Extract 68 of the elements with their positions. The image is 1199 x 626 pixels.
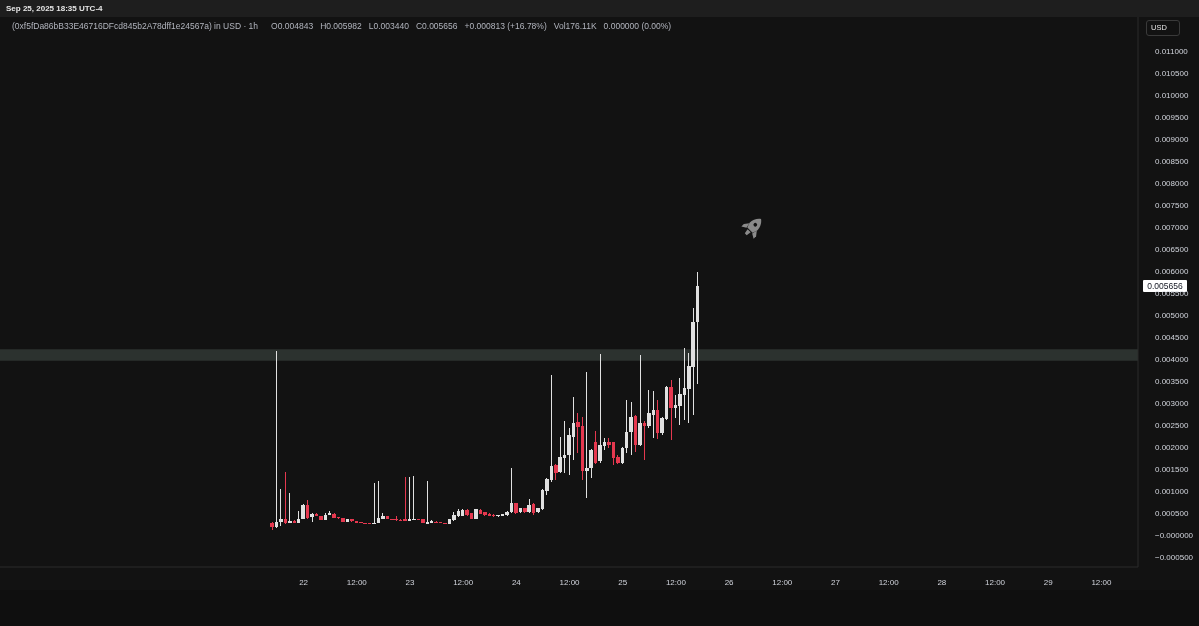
x-tick-label: 12:00 — [346, 577, 368, 587]
annotation: C0.005656 — [415, 20, 458, 33]
x-tick-label: 12:00 — [878, 577, 900, 587]
y-tick-label: 0.008000 — [1155, 178, 1189, 188]
candlestick — [678, 377, 682, 426]
candlestick — [403, 476, 407, 522]
chart-subtitle: Sep 25, 2025 18:35 UTC-4 — [6, 3, 103, 15]
y-tick-label: 0.010000 — [1155, 90, 1189, 100]
y-tick-label: 0.005000 — [1155, 310, 1189, 320]
y-tick-label: 0.001000 — [1155, 486, 1189, 496]
candlestick — [310, 512, 314, 523]
candlestick — [598, 353, 602, 464]
candlestick — [567, 427, 571, 476]
y-tick-label: 0.000500 — [1155, 508, 1189, 518]
x-tick-label: 12:00 — [1091, 577, 1112, 587]
candlestick — [669, 379, 673, 441]
x-tick-label: 12:00 — [985, 577, 1006, 587]
candlestick — [407, 476, 412, 522]
annotation: 0.000000 (0.00%) — [603, 20, 672, 33]
x-tick-label: 12:00 — [453, 577, 474, 587]
candlestick — [638, 354, 642, 447]
candlestick — [270, 521, 274, 531]
y-tick-label: 0.001500 — [1155, 464, 1189, 474]
y-tick-label: 0.004500 — [1155, 332, 1189, 342]
x-tick-label: 12:00 — [772, 577, 793, 587]
x-tick-label: 28 — [937, 577, 947, 587]
y-tick-label: 0.010500 — [1155, 68, 1189, 78]
candlestick — [381, 512, 385, 520]
y-tick-label: 0.002500 — [1155, 420, 1189, 430]
text: (0xf5fDa86bB33E46716DFcd845b2A78dff1e24567a) in USD · 1h — [12, 20, 259, 33]
y-tick-label: 0.009000 — [1155, 134, 1189, 144]
x-tick-label: 22 — [299, 577, 309, 587]
y-tick-label: 0.003000 — [1155, 398, 1189, 408]
y-tick-label: 0.007000 — [1155, 222, 1189, 232]
y-tick-label: −0.000500 — [1155, 552, 1194, 562]
annotation: L0.003440 — [368, 20, 409, 33]
y-tick-label: 0.006000 — [1155, 266, 1189, 276]
x-tick-label: 23 — [405, 577, 415, 587]
candlestick — [585, 371, 589, 499]
candlestick — [682, 347, 687, 421]
y-tick-label: 0.006500 — [1155, 244, 1189, 254]
x-tick-label: 29 — [1043, 577, 1054, 587]
candlestick — [279, 488, 283, 527]
x-tick-label: 24 — [511, 577, 522, 587]
x-tick-label: 25 — [618, 577, 628, 587]
candlestick — [629, 401, 633, 456]
annotation: H0.005982 — [320, 20, 362, 33]
candlestick — [558, 436, 562, 474]
candlestick — [505, 510, 509, 517]
x-tick-label: 26 — [724, 577, 735, 587]
y-tick-label: 0.009500 — [1155, 112, 1189, 122]
y-tick-label: −0.000000 — [1155, 530, 1194, 540]
y-tick-label: 0.002000 — [1155, 442, 1189, 452]
x-tick-label: 12:00 — [665, 577, 687, 587]
annotation: O0.004843 — [271, 20, 314, 33]
y-tick-label: 0.008500 — [1155, 156, 1189, 166]
candlestick — [288, 492, 292, 524]
x-tick-label: 27 — [831, 577, 841, 587]
annotation: +0.000813 (+16.78%) — [464, 20, 547, 33]
y-tick-label: 0.011000 — [1155, 46, 1189, 56]
y-tick-label: 0.003500 — [1155, 376, 1189, 386]
candlestick — [647, 389, 651, 429]
x-tick-label: 12:00 — [559, 577, 581, 587]
candlestick — [589, 448, 593, 479]
candlestick — [434, 520, 438, 524]
y-tick-label: 0.007500 — [1155, 200, 1189, 210]
y-tick-label: 0.004000 — [1155, 354, 1189, 364]
annotation: Vol176.11K — [553, 20, 597, 33]
